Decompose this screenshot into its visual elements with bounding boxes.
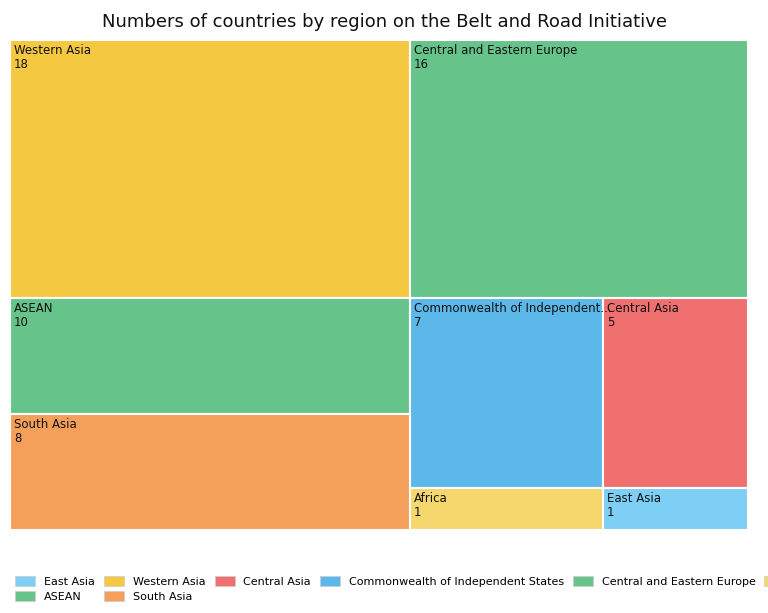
Text: Central and Eastern Europe: Central and Eastern Europe [414, 44, 578, 57]
Text: Central Asia: Central Asia [607, 302, 679, 315]
Text: 7: 7 [414, 316, 422, 329]
Bar [410, 298, 603, 488]
Text: Western Asia: Western Asia [14, 44, 91, 57]
Bar [10, 414, 410, 530]
Text: 5: 5 [607, 316, 614, 329]
Bar [410, 488, 603, 530]
Text: 1: 1 [414, 506, 422, 519]
Bar [410, 40, 748, 298]
Text: 1: 1 [607, 506, 614, 519]
Text: 10: 10 [14, 316, 29, 329]
Text: South Asia: South Asia [14, 418, 77, 431]
Bar [603, 298, 748, 488]
Bar [10, 40, 410, 298]
Text: 18: 18 [14, 58, 29, 71]
Text: 8: 8 [14, 432, 22, 445]
Text: Commonwealth of Independent...: Commonwealth of Independent... [414, 302, 611, 315]
Text: 16: 16 [414, 58, 429, 71]
Text: East Asia: East Asia [607, 492, 661, 505]
Text: ASEAN: ASEAN [14, 302, 54, 315]
Text: Numbers of countries by region on the Belt and Road Initiative: Numbers of countries by region on the Be… [101, 13, 667, 31]
Bar [10, 298, 410, 414]
Bar [603, 488, 748, 530]
Legend: East Asia, ASEAN, Western Asia, South Asia, Central Asia, Commonwealth of Indepe: East Asia, ASEAN, Western Asia, South As… [13, 574, 768, 604]
Text: Africa: Africa [414, 492, 448, 505]
